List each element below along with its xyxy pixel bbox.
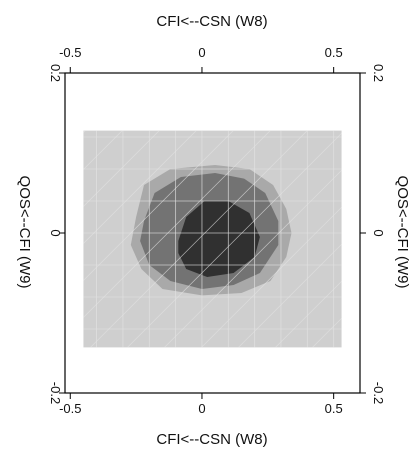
y-axis-label-right: QOS<--CFI (W9) xyxy=(394,176,411,289)
grid-line-diagonal xyxy=(83,130,234,281)
x-tick-label-top: -0.5 xyxy=(59,45,81,60)
x-tick-label-bottom: 0 xyxy=(198,401,205,416)
y-tick-label-right: 0 xyxy=(371,229,386,236)
x-axis-label-top: CFI<--CSN (W8) xyxy=(156,13,267,30)
grid-line-diagonal xyxy=(83,130,197,244)
y-tick-label-left: 0.2 xyxy=(48,64,63,82)
grid-diagonals xyxy=(0,130,342,348)
y-tick-label-left: -0.2 xyxy=(48,382,63,404)
x-tick-label-bottom: -0.5 xyxy=(59,401,81,416)
x-tick-label-top: 0 xyxy=(198,45,205,60)
grid-lines xyxy=(83,130,342,348)
y-axis-label-left: QOS<--CFI (W9) xyxy=(16,176,33,289)
contour-level-3 xyxy=(178,201,260,277)
grid-line-diagonal xyxy=(90,130,308,348)
x-tick-label-bottom: 0.5 xyxy=(325,401,343,416)
grid-line-diagonal xyxy=(83,130,86,133)
y-tick-label-right: 0.2 xyxy=(371,64,386,82)
x-axis-label-bottom: CFI<--CSN (W8) xyxy=(156,431,267,448)
grid-line-diagonal xyxy=(83,130,160,207)
y-tick-label-left: 0 xyxy=(48,229,63,236)
y-tick-label-right: -0.2 xyxy=(371,382,386,404)
grid-line-diagonal xyxy=(127,132,342,348)
ticks-layer: -0.5 -0.5 0 0 0.5 0.5 -0.2 -0.2 0 0 0.2 0.2 xyxy=(48,45,386,416)
grid-line-diagonal xyxy=(164,169,342,348)
grid-line-diagonal xyxy=(83,130,123,170)
grid-line-diagonal xyxy=(201,206,342,348)
grid-line-diagonal xyxy=(238,243,342,348)
grid-line-diagonal xyxy=(0,131,11,348)
x-tick-label-top: 0.5 xyxy=(325,45,343,60)
data-layer xyxy=(0,130,342,348)
grid-line-diagonal xyxy=(275,280,342,348)
grid-line-diagonal xyxy=(83,130,271,318)
